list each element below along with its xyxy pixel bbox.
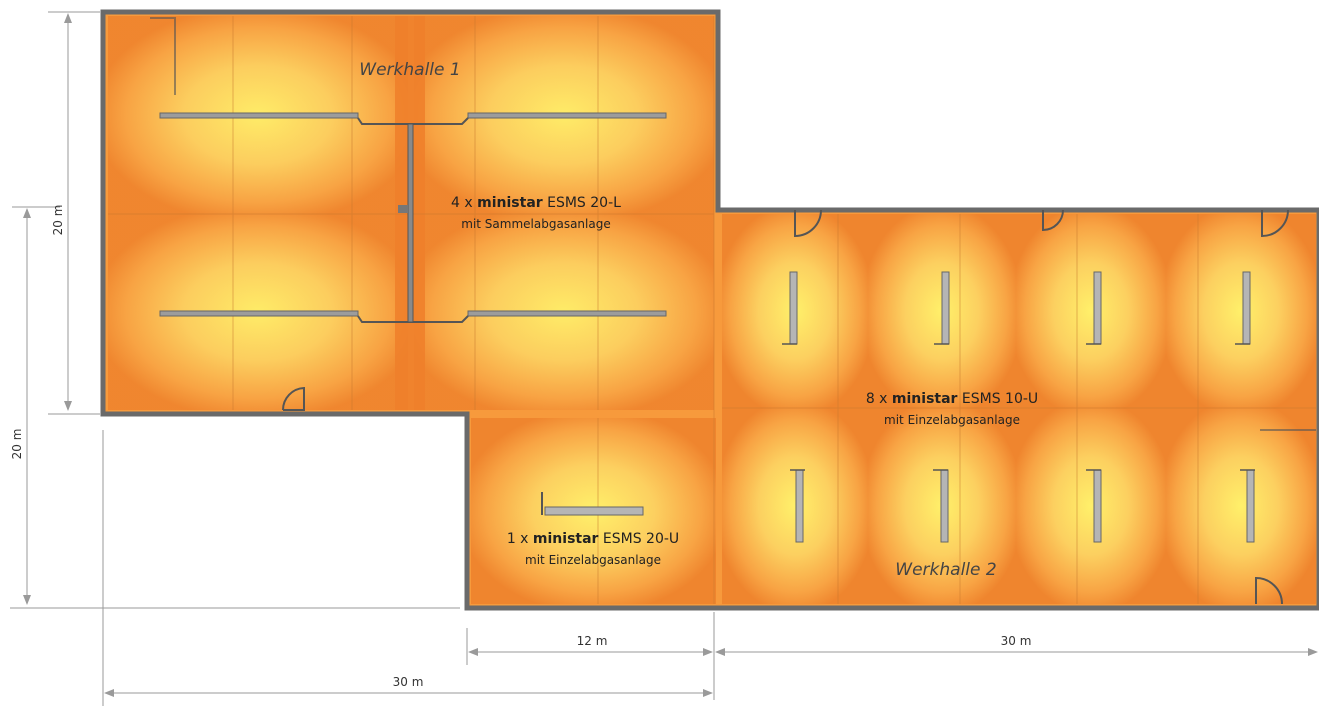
heater-tube (1242, 271, 1251, 345)
heater-tube (159, 112, 359, 119)
heater-tube (1246, 469, 1255, 543)
dimension-lines (10, 11, 1318, 706)
dim-left-lower: 20 m (10, 429, 24, 460)
doors (150, 17, 1316, 605)
heater-tube (159, 310, 359, 317)
heater-tube (789, 271, 798, 345)
heater-tube (940, 469, 949, 543)
heater-tube (467, 310, 667, 317)
heater-burners-hall-2 (782, 343, 1255, 471)
heater-tube (795, 469, 804, 543)
dim-bottom-30-left: 30 m (393, 675, 424, 689)
dim-bottom-12: 12 m (577, 634, 608, 648)
heater-tube (1093, 271, 1102, 345)
heaters-hall-1 (159, 112, 667, 323)
heater-tube (544, 506, 644, 516)
exhaust-riser (407, 123, 414, 323)
group-1-title: 4 x ministar ESMS 20-L (451, 195, 621, 211)
group-2-title: 8 x ministar ESMS 10-U (866, 391, 1038, 407)
group-3-title: 1 x ministar ESMS 20-U (507, 531, 679, 547)
group-2-subtitle: mit Einzelabgasanlage (884, 413, 1020, 427)
group-1-subtitle: mit Sammelabgasanlage (461, 217, 610, 231)
heater-tube (1093, 469, 1102, 543)
hall-2-label: Werkhalle 2 (895, 560, 996, 580)
heaters-hall-2 (789, 271, 1255, 543)
dim-left-upper: 20 m (51, 205, 65, 236)
dim-bottom-30-right: 30 m (1001, 634, 1032, 648)
heat-zones-hall-2 (722, 214, 1316, 604)
heater-room-12m (541, 492, 644, 516)
hall-1-label: Werkhalle 1 (359, 60, 460, 80)
group-3-subtitle: mit Einzelabgasanlage (525, 553, 661, 567)
structural-grid (108, 16, 1316, 604)
heater-tube (941, 271, 950, 345)
exhaust-fan (398, 205, 408, 213)
heater-tube (467, 112, 667, 119)
